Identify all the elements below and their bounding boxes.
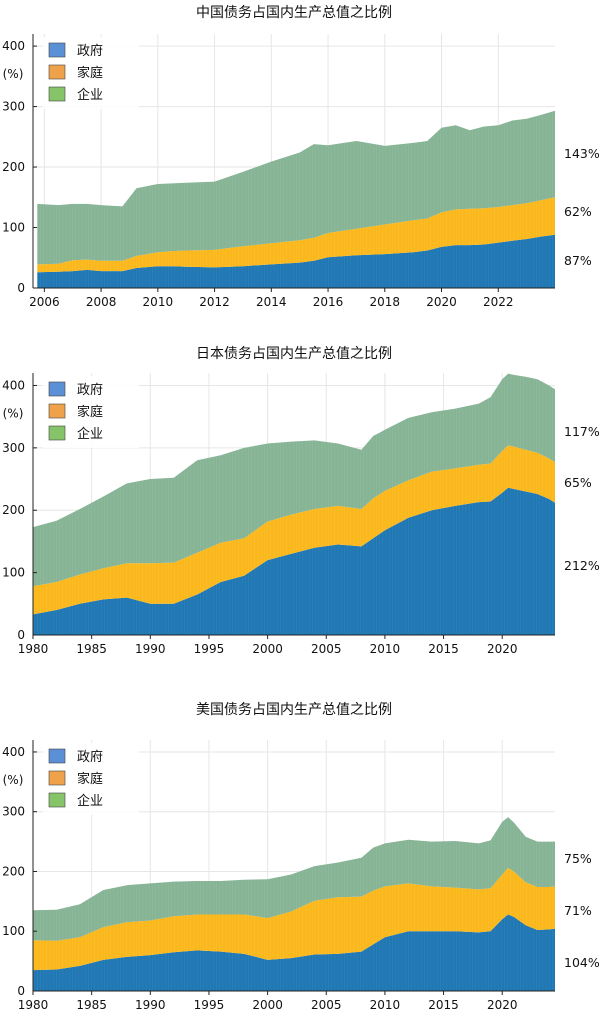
- x-tick-label: 1985: [76, 998, 107, 1012]
- x-tick-label: 1980: [18, 642, 49, 656]
- y-unit-label: (%): [3, 406, 24, 420]
- legend-label-government: 政府: [77, 44, 103, 59]
- x-tick-label: 2015: [428, 642, 459, 656]
- chart-title: 美国债务占国内生产总值之比例: [196, 702, 392, 718]
- japan-debt-chart-svg: 日本债务占国内生产总值之比例 0 100 200 300 400 (%) 1980 1985 19…: [2, 346, 600, 656]
- x-tick-label: 1995: [194, 642, 225, 656]
- y-tick-label: 400: [2, 745, 25, 759]
- area-household: [33, 445, 555, 615]
- area-corporate: [33, 817, 555, 941]
- x-tick-label: 2020: [487, 998, 518, 1012]
- x-tick-label: 2000: [252, 642, 283, 656]
- legend-swatch-corporate: [48, 86, 66, 102]
- side-label: 65%: [564, 475, 592, 490]
- chart-title: 日本债务占国内生产总值之比例: [196, 346, 392, 362]
- x-tick-label: 2005: [311, 642, 342, 656]
- x-tick-label: 2014: [256, 295, 287, 309]
- x-tick-label: 2010: [370, 642, 401, 656]
- y-tick-label: 300: [2, 100, 25, 114]
- side-label: 143%: [564, 146, 600, 161]
- y-tick-label: 400: [2, 39, 25, 53]
- x-tick-label: 2010: [370, 998, 401, 1012]
- x-tick-label: 1990: [135, 642, 166, 656]
- legend-label-corporate: 企业: [77, 793, 103, 809]
- legend-swatch-household: [48, 770, 66, 786]
- y-tick-label: 0: [17, 281, 25, 295]
- japan-debt-chart: 日本债务占国内生产总值之比例 0 100 200 300 400 (%) 1980 1985 19…: [0, 340, 600, 680]
- y-tick-label: 200: [2, 864, 25, 878]
- x-tick-label: 2020: [487, 642, 518, 656]
- area-government: [37, 234, 556, 288]
- x-tick-label: 1990: [135, 998, 166, 1012]
- x-tick-label: 2005: [311, 998, 342, 1012]
- china-debt-chart: 中国债务占国内生产总值之比例 0 100 200 300 400 (%) 2006 2008 20…: [0, 0, 600, 340]
- side-label: 104%: [564, 955, 600, 970]
- x-tick-label: 2015: [428, 998, 459, 1012]
- x-tick-label: 2000: [252, 998, 283, 1012]
- legend-swatch-corporate: [48, 792, 66, 808]
- x-tick-label: 2010: [143, 295, 174, 309]
- legend-label-government: 政府: [77, 750, 103, 765]
- y-tick-label: 100: [2, 924, 25, 938]
- x-tick-label: 1980: [18, 998, 49, 1012]
- legend-swatch-government: [48, 381, 66, 397]
- x-tick-label: 2012: [199, 295, 230, 309]
- legend-swatch-government: [48, 42, 66, 58]
- y-tick-label: 0: [17, 628, 25, 642]
- side-label: 62%: [564, 204, 592, 219]
- y-tick-label: 100: [2, 566, 25, 580]
- legend-label-household: 家庭: [77, 771, 103, 787]
- area-corporate: [37, 110, 556, 265]
- side-label: 87%: [564, 253, 592, 268]
- area-government: [33, 487, 555, 635]
- china-debt-chart-svg: 中国债务占国内生产总值之比例 0 100 200 300 400 (%) 2006 2008 20…: [2, 5, 600, 309]
- area-household: [37, 197, 556, 273]
- area-government: [33, 914, 555, 991]
- y-tick-label: 100: [2, 221, 25, 235]
- y-tick-label: 300: [2, 441, 25, 455]
- x-tick-label: 1995: [194, 998, 225, 1012]
- y-tick-label: 0: [17, 984, 25, 998]
- y-tick-label: 400: [2, 378, 25, 392]
- legend-label-corporate: 企业: [77, 426, 103, 442]
- y-unit-label: (%): [3, 67, 24, 81]
- x-tick-label: 2006: [29, 295, 60, 309]
- y-tick-label: 200: [2, 503, 25, 517]
- legend-label-household: 家庭: [77, 404, 103, 420]
- side-label: 75%: [564, 851, 592, 866]
- x-tick-label: 1985: [76, 642, 107, 656]
- legend-swatch-household: [48, 64, 66, 80]
- us-debt-chart-svg: 美国债务占国内生产总值之比例 0 100 200 300 400 (%) 1980 1985 19…: [2, 702, 600, 1012]
- area-household: [33, 867, 555, 971]
- legend-swatch-household: [48, 403, 66, 419]
- x-tick-label: 2018: [370, 295, 401, 309]
- y-unit-label: (%): [3, 773, 24, 787]
- us-debt-chart: 美国债务占国内生产总值之比例 0 100 200 300 400 (%) 1980 1985 19…: [0, 680, 600, 1021]
- y-tick-label: 200: [2, 160, 25, 174]
- legend-label-household: 家庭: [77, 65, 103, 81]
- x-tick-label: 2020: [426, 295, 457, 309]
- legend-swatch-government: [48, 748, 66, 764]
- side-label: 71%: [564, 903, 592, 918]
- legend-swatch-corporate: [48, 425, 66, 441]
- x-tick-label: 2008: [86, 295, 117, 309]
- y-tick-label: 300: [2, 805, 25, 819]
- area-corporate: [33, 373, 555, 587]
- side-label: 117%: [564, 424, 600, 439]
- chart-title: 中国债务占国内生产总值之比例: [196, 5, 392, 21]
- x-tick-label: 2022: [483, 295, 514, 309]
- side-label: 212%: [564, 558, 600, 573]
- x-tick-label: 2016: [313, 295, 344, 309]
- legend-label-government: 政府: [77, 383, 103, 398]
- legend-label-corporate: 企业: [77, 87, 103, 103]
